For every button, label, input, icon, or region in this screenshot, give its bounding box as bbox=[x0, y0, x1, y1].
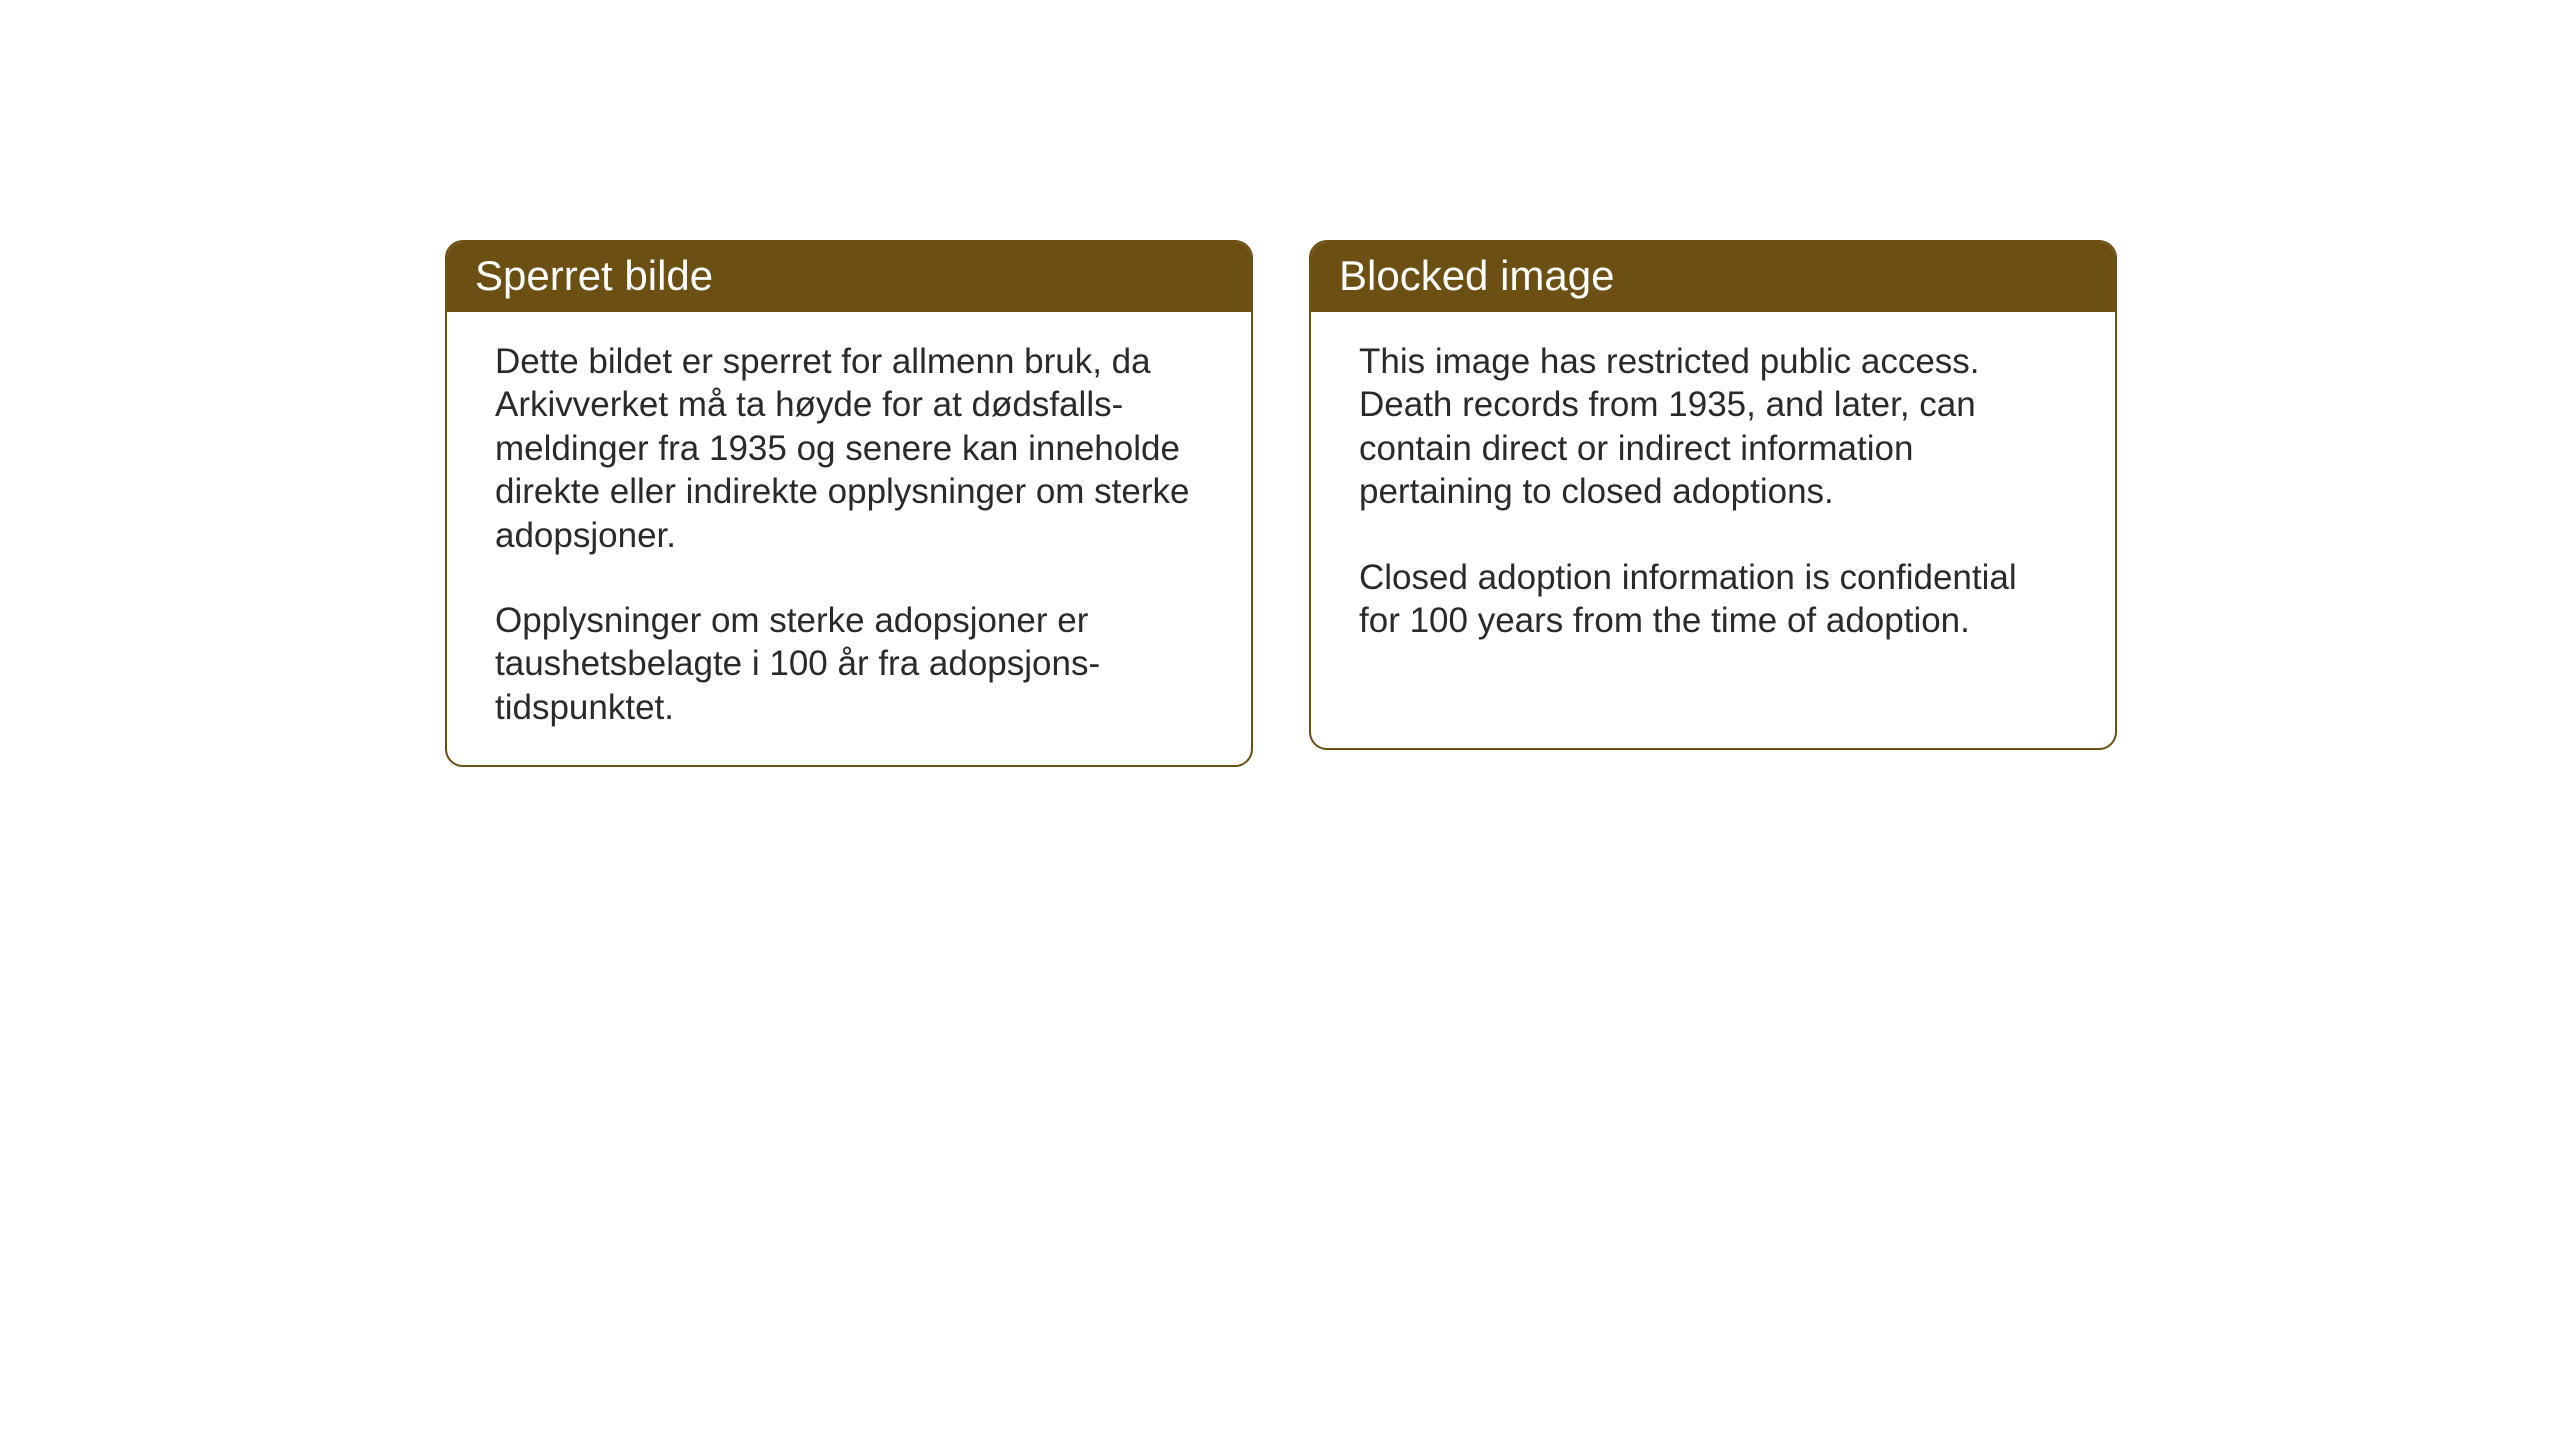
paragraph-1-english: This image has restricted public access.… bbox=[1359, 340, 2067, 514]
card-body-english: This image has restricted public access.… bbox=[1311, 312, 2115, 678]
card-norwegian: Sperret bilde Dette bildet er sperret fo… bbox=[445, 240, 1253, 767]
paragraph-2-english: Closed adoption information is confident… bbox=[1359, 556, 2067, 643]
paragraph-2-norwegian: Opplysninger om sterke adopsjoner er tau… bbox=[495, 599, 1203, 729]
cards-container: Sperret bilde Dette bildet er sperret fo… bbox=[445, 240, 2117, 767]
paragraph-1-norwegian: Dette bildet er sperret for allmenn bruk… bbox=[495, 340, 1203, 557]
card-english: Blocked image This image has restricted … bbox=[1309, 240, 2117, 750]
card-header-norwegian: Sperret bilde bbox=[447, 242, 1251, 312]
card-body-norwegian: Dette bildet er sperret for allmenn bruk… bbox=[447, 312, 1251, 765]
card-header-english: Blocked image bbox=[1311, 242, 2115, 312]
